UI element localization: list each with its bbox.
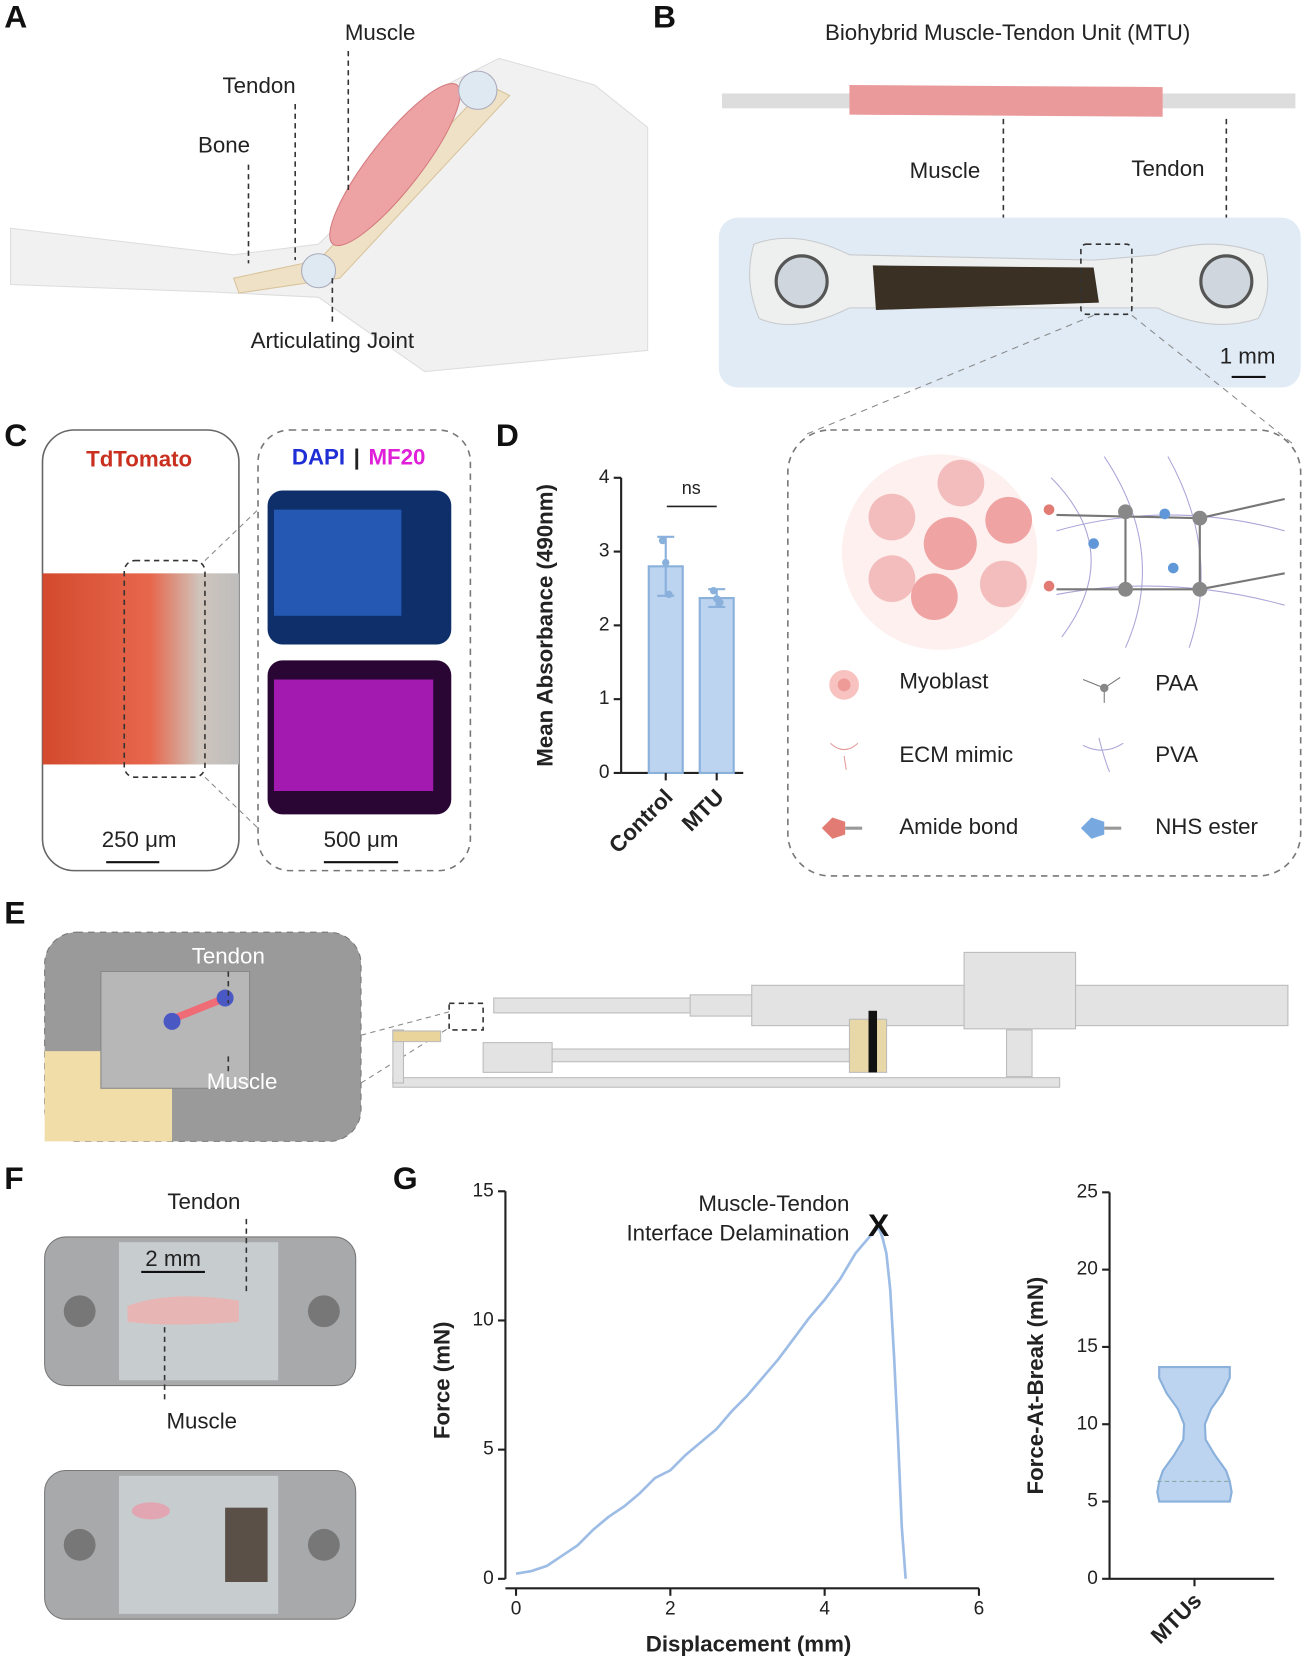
y-tick-label: 3	[599, 541, 610, 562]
y-axis-label: Mean Absorbance (490nm)	[533, 484, 558, 767]
label: Tendon	[1131, 156, 1204, 181]
label: Bone	[198, 132, 250, 157]
tdtomato-image	[42, 573, 239, 765]
stain-label: TdTomato	[86, 447, 192, 472]
label: Tendon	[167, 1189, 240, 1214]
panel-label: A	[4, 0, 27, 35]
panel-label: F	[4, 1160, 23, 1196]
test-rig	[392, 951, 1289, 1088]
y-tick-label: 0	[1087, 1568, 1098, 1589]
panel-title: Biohybrid Muscle-Tendon Unit (MTU)	[825, 20, 1190, 45]
y-tick-label: 10	[1077, 1413, 1098, 1434]
y-tick-label: 15	[472, 1180, 493, 1201]
legend-label: NHS ester	[1155, 814, 1258, 839]
x-tick-label: MTUs	[1146, 1588, 1207, 1649]
y-tick-label: 5	[1087, 1491, 1098, 1512]
hydrogel-schematic	[841, 454, 1285, 650]
data-point	[658, 536, 667, 545]
scale-bar-label: 2 mm	[145, 1246, 201, 1271]
x-axis-label: Displacement (mm)	[646, 1632, 852, 1657]
y-tick-label: 15	[1077, 1336, 1098, 1357]
bar	[647, 565, 684, 775]
y-tick-label: 0	[599, 762, 610, 783]
x-tick-label: MTU	[677, 784, 729, 836]
data-point	[709, 586, 718, 595]
x-tick-label: Control	[604, 784, 678, 858]
legend-label: Amide bond	[899, 814, 1018, 839]
separator: |	[354, 445, 360, 470]
y-tick-label: 10	[472, 1310, 493, 1331]
label: Muscle	[207, 1069, 278, 1094]
panel-label: B	[653, 0, 676, 35]
legend-label: Myoblast	[899, 669, 989, 694]
data-point	[716, 598, 724, 607]
x-tick-label: 2	[665, 1599, 676, 1620]
legend-label: PAA	[1155, 671, 1198, 696]
legend-icons	[821, 669, 1124, 839]
annotation: Muscle-Tendon	[698, 1191, 849, 1216]
label: Tendon	[223, 73, 296, 98]
y-tick-label: 4	[599, 467, 610, 488]
legend-label: ECM mimic	[899, 742, 1013, 767]
scale-bar-label: 250 μm	[102, 827, 177, 852]
y-tick-label: 25	[1077, 1181, 1098, 1202]
annotation: Interface Delamination	[626, 1221, 849, 1246]
x-tick-label: 6	[974, 1599, 985, 1620]
panel-label: D	[496, 417, 519, 453]
y-tick-label: 1	[599, 688, 610, 709]
y-tick-label: 5	[483, 1439, 494, 1460]
arm-illustration	[10, 57, 649, 373]
panel-label: E	[4, 895, 25, 931]
x-tick-label: 4	[819, 1599, 830, 1620]
label: Muscle	[166, 1409, 237, 1434]
violin	[1156, 1365, 1233, 1503]
annotation: ns	[682, 478, 701, 498]
panel-labels: A B C D E F G	[4, 0, 676, 1196]
panel-label: C	[4, 417, 27, 453]
force-curve	[515, 1225, 907, 1579]
legend-label: PVA	[1155, 742, 1198, 767]
label: Muscle	[910, 158, 981, 183]
stain-label: MF20	[368, 445, 425, 470]
y-tick-label: 0	[483, 1568, 494, 1589]
break-marker: X	[868, 1207, 889, 1243]
mtu-photo	[749, 237, 1269, 326]
fiber-muscle	[849, 84, 1163, 117]
grip-photos	[44, 1236, 357, 1620]
panel-label: G	[393, 1160, 418, 1196]
stain-label: DAPI	[292, 445, 345, 470]
x-tick-label: 0	[511, 1599, 522, 1620]
y-axis-label: Force-At-Break (mN)	[1023, 1277, 1048, 1495]
data-point	[665, 590, 673, 599]
y-tick-label: 2	[599, 614, 610, 635]
scale-bar-label: 500 μm	[324, 827, 399, 852]
bar	[698, 597, 735, 775]
label: Articulating Joint	[251, 328, 415, 353]
label: Muscle	[345, 20, 416, 45]
label: Tendon	[192, 944, 265, 969]
y-tick-label: 20	[1077, 1259, 1098, 1280]
scale-bar-label: 1 mm	[1220, 344, 1276, 369]
data-point	[662, 558, 670, 567]
y-axis-label: Force (mN)	[430, 1321, 455, 1439]
